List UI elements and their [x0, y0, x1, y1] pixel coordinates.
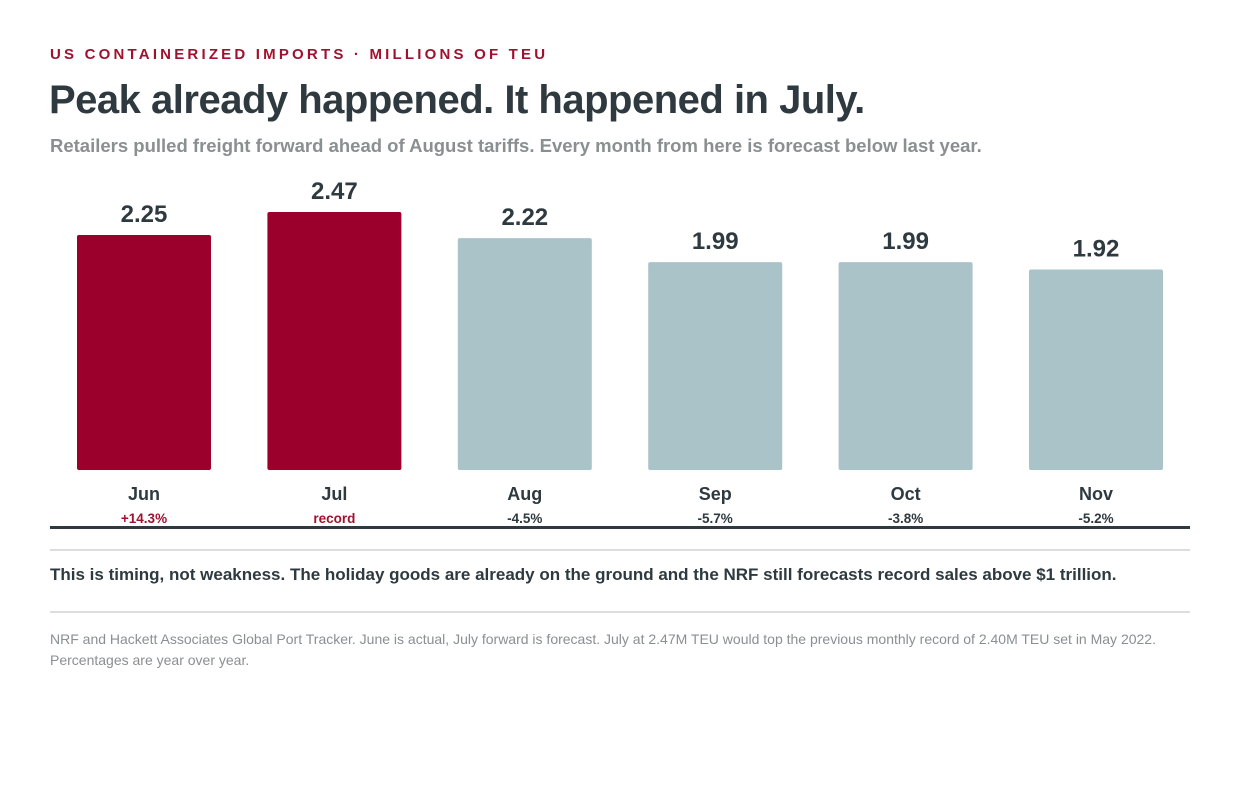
- value-label-nov: 1.92: [1073, 235, 1120, 262]
- value-label-sep: 1.99: [692, 228, 739, 255]
- change-label-nov: -5.2%: [1078, 511, 1113, 526]
- divider-top: [50, 549, 1190, 551]
- bar-chart: 2.25 Jun +14.3% 2.47 Jul record 2.22 Aug -4.5% 1.…: [50, 178, 1190, 529]
- chart-subtitle: Retailers pulled freight forward ahead o…: [50, 135, 982, 156]
- change-label-jul: record: [313, 511, 355, 526]
- category-label-aug: Aug: [507, 484, 542, 504]
- divider-bottom: [50, 611, 1190, 613]
- value-label-jun: 2.25: [121, 201, 168, 228]
- source-note: NRF and Hackett Associates Global Port T…: [50, 629, 1190, 671]
- chart-title: Peak already happened. It happened in Ju…: [49, 78, 865, 122]
- bar-oct: [838, 262, 973, 470]
- bar-jul: [267, 212, 402, 470]
- category-label-oct: Oct: [891, 484, 921, 504]
- change-label-aug: -4.5%: [507, 511, 542, 526]
- value-label-oct: 1.99: [882, 228, 929, 255]
- category-label-jul: Jul: [321, 484, 347, 504]
- category-label-sep: Sep: [699, 484, 732, 504]
- category-label-jun: Jun: [128, 484, 160, 504]
- change-label-sep: -5.7%: [698, 511, 733, 526]
- change-label-jun: +14.3%: [121, 511, 167, 526]
- bar-sep: [648, 262, 783, 470]
- change-label-oct: -3.8%: [888, 511, 923, 526]
- source-line-1: NRF and Hackett Associates Global Port T…: [50, 631, 1156, 647]
- bar-jun: [77, 234, 211, 470]
- bar-aug: [457, 238, 592, 470]
- chart-kicker: US CONTAINERIZED IMPORTS · MILLIONS OF T…: [50, 46, 549, 63]
- value-label-aug: 2.22: [501, 204, 548, 231]
- category-label-nov: Nov: [1079, 484, 1113, 504]
- takeaway-text: This is timing, not weakness. The holida…: [50, 565, 1117, 584]
- bar-nov: [1029, 269, 1163, 470]
- value-label-jul: 2.47: [311, 178, 358, 205]
- source-line-2: Percentages are year over year.: [50, 652, 250, 668]
- x-axis-line: [50, 526, 1190, 529]
